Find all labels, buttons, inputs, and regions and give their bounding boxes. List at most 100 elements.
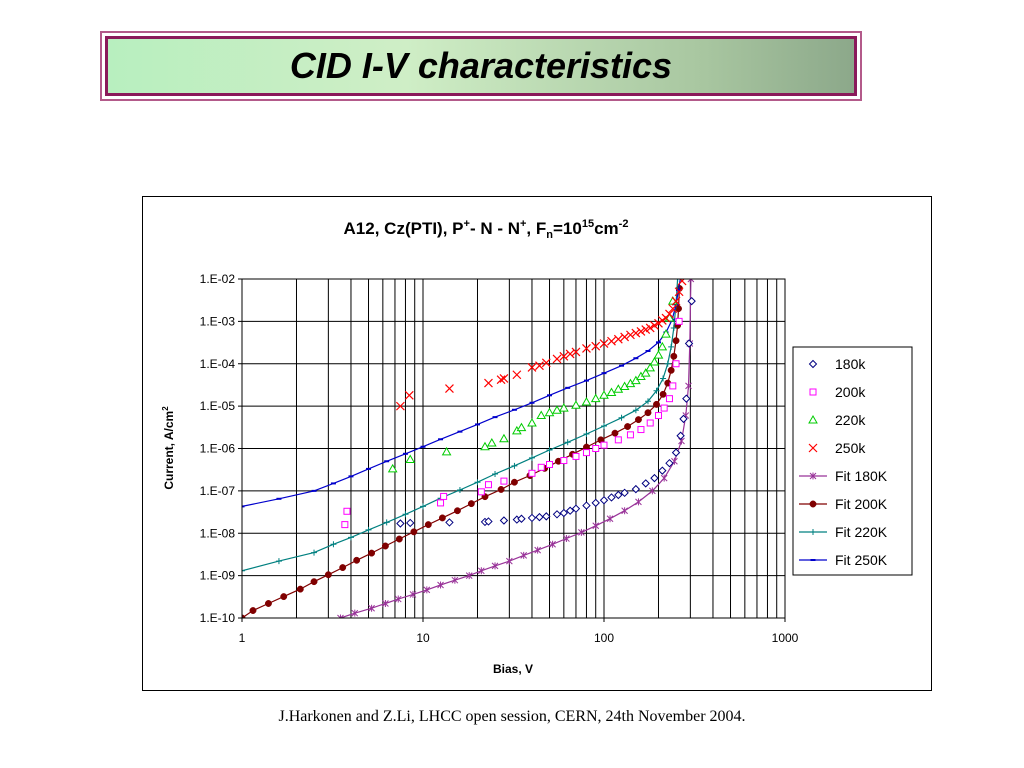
data-point: [564, 439, 571, 446]
fit-line: [242, 288, 680, 618]
data-point: [653, 400, 660, 408]
series-200k: [341, 317, 683, 529]
data-point: [670, 324, 677, 331]
data-point: [559, 351, 569, 361]
data-point: [650, 473, 659, 483]
data-point: [484, 378, 493, 388]
data-point: [311, 489, 317, 492]
data-point: [810, 529, 816, 535]
legend-label: 220k: [835, 412, 866, 428]
data-point: [657, 341, 668, 351]
data-point: [520, 551, 528, 559]
series-fit-220k: [242, 279, 681, 574]
data-point: [563, 535, 570, 543]
data-point: [640, 368, 651, 377]
data-point: [387, 463, 398, 473]
data-point: [517, 514, 526, 523]
data-point: [649, 487, 656, 495]
data-point: [644, 398, 651, 405]
data-point: [381, 542, 389, 550]
data-point: [578, 528, 585, 536]
data-point: [477, 488, 485, 496]
data-point: [535, 512, 544, 522]
data-point: [809, 388, 817, 396]
data-point: [582, 501, 591, 510]
x-tick-label: 1: [239, 631, 246, 645]
data-point: [687, 296, 696, 306]
data-point: [565, 386, 571, 389]
data-point: [672, 337, 680, 345]
data-point: [454, 507, 461, 515]
data-point: [650, 321, 659, 330]
chart: A12, Cz(PTI), P+- N - N+, Fn=1015cm-2 1.…: [161, 218, 913, 676]
chart-title-sub: n: [546, 229, 553, 241]
data-point: [544, 407, 555, 417]
data-point: [353, 556, 361, 564]
data-point: [633, 357, 639, 360]
data-point: [618, 414, 625, 421]
data-point: [667, 366, 675, 374]
data-point: [264, 600, 272, 607]
data-point: [631, 484, 641, 494]
data-point: [511, 408, 517, 411]
slide-footer: J.Harkonen and Z.Li, LHCC open session, …: [278, 708, 746, 725]
data-point: [687, 279, 695, 283]
data-point: [541, 358, 551, 368]
data-point: [661, 329, 671, 338]
data-point: [621, 507, 628, 515]
data-point: [405, 454, 416, 464]
data-point: [492, 471, 499, 478]
legend-item: 220k: [808, 412, 866, 428]
data-point: [280, 593, 288, 601]
y-axis-label-text: Current, A/cm: [162, 411, 176, 490]
data-point: [626, 330, 635, 340]
data-point: [249, 607, 257, 614]
data-point: [635, 498, 642, 506]
data-point: [423, 586, 431, 594]
data-point: [536, 410, 547, 420]
data-point: [660, 375, 667, 382]
data-point: [396, 519, 405, 528]
data-point: [600, 441, 608, 449]
data-point: [438, 438, 444, 441]
y-tick-label: 1.E-02: [200, 272, 236, 286]
data-point: [480, 441, 490, 451]
data-point: [660, 404, 668, 412]
legend-box: [792, 346, 913, 576]
data-point: [437, 581, 444, 589]
data-point: [552, 354, 562, 364]
data-point: [484, 481, 492, 489]
data-point: [620, 488, 629, 498]
data-point: [365, 526, 372, 533]
legend-label: Fit 200K: [835, 496, 888, 512]
data-point: [347, 534, 354, 541]
legend-item: 250k: [808, 440, 866, 456]
y-axis-label-sup: 2: [161, 406, 170, 411]
data-point: [510, 478, 518, 486]
data-point: [592, 522, 600, 530]
data-point: [684, 339, 694, 348]
data-point: [451, 576, 459, 584]
data-point: [583, 379, 589, 382]
data-point: [542, 512, 551, 521]
y-axis-label: Current, A/cm2: [161, 406, 176, 490]
data-point: [438, 514, 446, 522]
y-tick-label: 1.E-09: [200, 569, 236, 583]
data-point: [506, 557, 513, 565]
data-point: [486, 437, 497, 447]
data-point: [351, 609, 359, 617]
data-point: [607, 336, 616, 346]
data-point: [614, 436, 622, 444]
data-point: [613, 334, 623, 344]
data-point: [445, 518, 454, 527]
data-point: [499, 374, 509, 383]
data-point: [552, 405, 562, 414]
data-point: [685, 382, 692, 390]
chart-title-sup: +: [520, 218, 526, 230]
data-point: [571, 400, 581, 409]
chart-title-sup: +: [464, 218, 470, 230]
y-tick-label: 1.E-05: [200, 399, 236, 413]
data-point: [445, 384, 454, 393]
data-point: [565, 349, 575, 359]
data-point: [424, 521, 432, 529]
